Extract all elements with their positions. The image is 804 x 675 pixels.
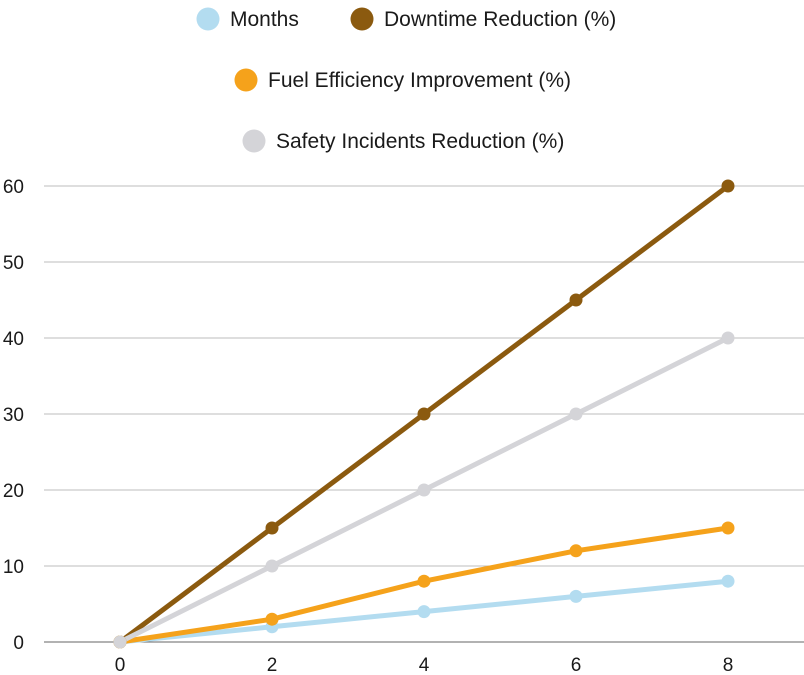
y-tick-label: 20: [3, 481, 24, 502]
y-tick-label: 40: [3, 329, 24, 350]
y-axis: 0 10 20 30 40 50 60: [3, 177, 24, 654]
data-point-fuel-efficiency-improvement: [265, 612, 279, 626]
x-tick-label: 4: [419, 655, 430, 675]
legend: Months Downtime Reduction (%) Fuel Efficie…: [196, 7, 616, 153]
data-point-safety-incidents-reduction: [265, 559, 279, 573]
y-tick-label: 60: [3, 177, 24, 198]
data-point-downtime-reduction: [417, 407, 431, 421]
legend-swatch: [350, 7, 374, 31]
data-point-fuel-efficiency-improvement: [721, 521, 735, 535]
series-points: [113, 179, 735, 649]
data-point-months: [721, 574, 735, 588]
legend-swatch: [196, 7, 220, 31]
x-tick-label: 8: [723, 655, 734, 675]
x-tick-label: 6: [571, 655, 582, 675]
legend-item-fuel-efficiency-improvement: Fuel Efficiency Improvement (%): [234, 68, 571, 92]
data-point-safety-incidents-reduction: [113, 635, 127, 649]
legend-item-safety-incidents-reduction: Safety Incidents Reduction (%): [242, 129, 564, 153]
x-tick-label: 0: [115, 655, 126, 675]
y-tick-label: 30: [3, 405, 24, 426]
y-tick-label: 0: [13, 633, 24, 654]
legend-item-months: Months: [196, 7, 299, 31]
y-tick-label: 10: [3, 557, 24, 578]
legend-swatch: [234, 68, 258, 92]
legend-label: Fuel Efficiency Improvement (%): [268, 69, 571, 92]
x-tick-label: 2: [267, 655, 278, 675]
data-point-downtime-reduction: [569, 293, 583, 307]
x-axis: 0 2 4 6 8: [115, 655, 734, 675]
data-point-fuel-efficiency-improvement: [569, 544, 583, 558]
legend-item-downtime-reduction: Downtime Reduction (%): [350, 7, 616, 31]
legend-label: Safety Incidents Reduction (%): [276, 130, 564, 153]
data-point-fuel-efficiency-improvement: [417, 574, 431, 588]
y-tick-label: 50: [3, 253, 24, 274]
data-point-months: [417, 605, 431, 619]
legend-swatch: [242, 129, 266, 153]
data-point-downtime-reduction: [721, 179, 735, 193]
data-point-downtime-reduction: [265, 521, 279, 535]
data-point-safety-incidents-reduction: [721, 331, 735, 345]
data-point-safety-incidents-reduction: [417, 483, 431, 497]
legend-label: Downtime Reduction (%): [384, 8, 616, 31]
data-point-months: [569, 589, 583, 603]
data-point-safety-incidents-reduction: [569, 407, 583, 421]
legend-label: Months: [230, 8, 299, 31]
